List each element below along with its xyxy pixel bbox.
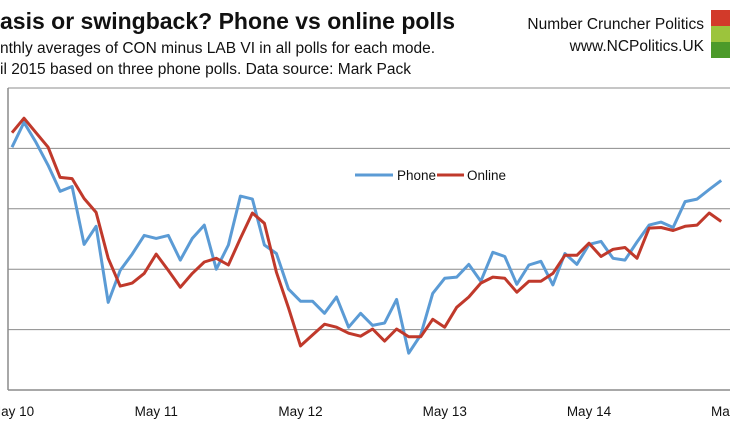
brand-name: Number Cruncher Politics <box>527 16 704 33</box>
chart-title: asis or swingback? Phone vs online polls <box>0 8 456 34</box>
chart-subtitle-line-2: il 2015 based on three phone polls. Data… <box>0 61 411 78</box>
legend: Phone Online <box>355 168 506 183</box>
series-line-online <box>10 116 723 348</box>
legend-online-label: Online <box>467 168 506 183</box>
x-tick-label: May 12 <box>278 404 322 419</box>
gridlines <box>7 87 730 391</box>
series-lines <box>10 116 723 355</box>
x-tick-label: May 10 <box>0 404 34 419</box>
x-tick-label: May 14 <box>567 404 612 419</box>
x-tick-label: May 15 <box>711 404 730 419</box>
legend-phone-label: Phone <box>397 168 436 183</box>
series-line-phone <box>10 120 723 355</box>
x-tick-label: May 13 <box>423 404 467 419</box>
logo-square-green <box>711 42 730 58</box>
logo-square-red <box>711 10 730 26</box>
x-tick-labels: May 10 May 11 May 12 May 13 May 14 May 15 <box>0 404 730 419</box>
brand-url[interactable]: www.NCPolitics.UK <box>569 38 704 55</box>
x-tick-label: May 11 <box>135 404 178 419</box>
chart-subtitle-line-1: nthly averages of CON minus LAB VI in al… <box>0 40 436 57</box>
logo-square-lightgreen <box>711 26 730 42</box>
